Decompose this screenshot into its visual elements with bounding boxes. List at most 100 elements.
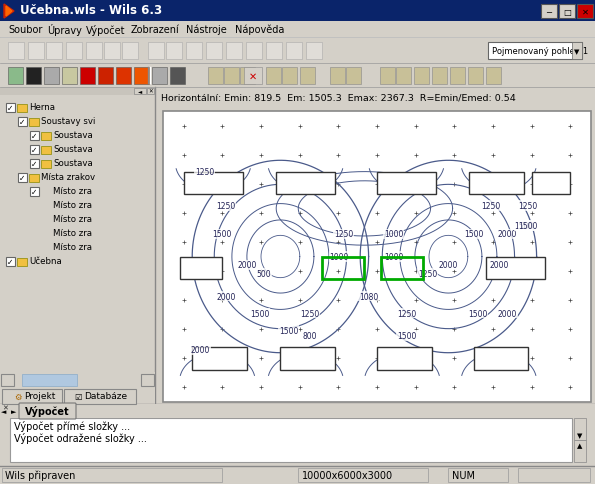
Bar — [147, 89, 154, 95]
Text: ◄: ◄ — [1, 408, 7, 414]
Bar — [0, 388, 155, 404]
Bar — [64, 389, 136, 404]
Text: 10000x6000x3000: 10000x6000x3000 — [302, 470, 393, 480]
Text: 1250: 1250 — [334, 230, 353, 239]
Bar — [29, 175, 39, 182]
Bar — [572, 43, 582, 60]
Bar — [0, 88, 155, 404]
Bar — [346, 68, 361, 85]
Bar — [280, 348, 335, 370]
Bar — [22, 374, 77, 386]
Text: 2000: 2000 — [439, 261, 458, 270]
Bar — [186, 43, 202, 60]
Bar — [574, 440, 586, 462]
Bar — [448, 468, 508, 482]
Bar — [17, 105, 27, 113]
Bar — [98, 68, 113, 85]
Bar — [226, 43, 242, 60]
Text: ✓: ✓ — [31, 187, 37, 196]
Bar — [104, 43, 120, 60]
Bar — [163, 112, 591, 402]
Bar — [208, 68, 223, 85]
Text: Výpočet přímé složky ...: Výpočet přímé složky ... — [14, 421, 130, 432]
Text: 1250: 1250 — [397, 309, 416, 318]
Bar — [26, 68, 41, 85]
Text: 1250: 1250 — [418, 270, 437, 278]
Text: Zobrazení: Zobrazení — [131, 25, 180, 35]
Text: ▼: ▼ — [577, 432, 583, 438]
Bar — [44, 68, 59, 85]
Bar — [180, 257, 221, 280]
Text: 1250: 1250 — [195, 168, 214, 177]
Text: 1500: 1500 — [212, 230, 231, 239]
Bar — [152, 68, 167, 85]
Text: 1500: 1500 — [250, 309, 269, 318]
Bar — [300, 68, 315, 85]
Text: ▼: ▼ — [574, 49, 580, 55]
Text: 2000: 2000 — [497, 230, 517, 239]
Text: ✓: ✓ — [31, 131, 37, 140]
Text: ⚙: ⚙ — [14, 392, 21, 401]
Bar — [30, 188, 39, 197]
Text: Místo zra: Místo zra — [53, 243, 92, 252]
Text: Úpravy: Úpravy — [47, 24, 82, 36]
Text: 1500: 1500 — [279, 326, 299, 335]
Bar — [66, 43, 82, 60]
Bar — [266, 68, 281, 85]
Text: 1250: 1250 — [216, 202, 236, 211]
Text: ✓: ✓ — [7, 257, 13, 266]
Bar — [86, 43, 102, 60]
Text: Herna: Herna — [29, 103, 55, 112]
Bar — [2, 389, 62, 404]
Text: Nástroje: Nástroje — [186, 25, 226, 35]
Text: Místa zrakov: Místa zrakov — [41, 173, 95, 182]
Bar — [432, 68, 447, 85]
Bar — [0, 22, 595, 38]
Text: Databáze: Databáze — [84, 392, 127, 401]
Text: 1000: 1000 — [330, 253, 349, 261]
Bar — [18, 174, 27, 182]
Bar — [469, 172, 524, 195]
Bar — [240, 68, 255, 85]
Bar — [8, 43, 24, 60]
Text: 2000: 2000 — [237, 261, 256, 270]
Bar — [486, 257, 545, 280]
Text: 1500: 1500 — [397, 332, 416, 341]
Text: 1250: 1250 — [300, 309, 320, 318]
Bar — [0, 0, 595, 22]
Text: Soubor: Soubor — [8, 25, 42, 35]
Bar — [541, 5, 557, 19]
Text: □: □ — [563, 7, 571, 16]
Bar — [30, 132, 39, 141]
Text: Místo zra: Místo zra — [53, 187, 92, 196]
Bar — [381, 257, 423, 280]
Bar — [41, 147, 51, 155]
Text: 1000: 1000 — [384, 253, 403, 261]
Bar — [6, 257, 15, 267]
Text: Místo zra: Místo zra — [53, 201, 92, 210]
Bar — [62, 68, 77, 85]
Bar — [170, 68, 185, 85]
Text: ✓: ✓ — [31, 159, 37, 168]
Text: ✓: ✓ — [19, 173, 25, 182]
Bar — [184, 172, 243, 195]
Text: ✓: ✓ — [31, 145, 37, 154]
Bar — [322, 257, 364, 280]
Polygon shape — [4, 5, 14, 19]
Bar — [282, 68, 297, 85]
Text: ▲: ▲ — [577, 442, 583, 448]
Text: 1500: 1500 — [518, 221, 538, 230]
Bar — [474, 348, 528, 370]
Bar — [488, 43, 582, 60]
Bar — [134, 68, 149, 85]
Text: 1250: 1250 — [519, 202, 538, 211]
Polygon shape — [6, 7, 12, 17]
Text: Soustavy svi: Soustavy svi — [41, 117, 95, 126]
Text: Nápověda: Nápověda — [235, 25, 284, 35]
Bar — [8, 68, 23, 85]
Bar — [396, 68, 411, 85]
Bar — [192, 348, 247, 370]
Text: Místo zra: Místo zra — [53, 215, 92, 224]
Text: ✕: ✕ — [581, 7, 588, 16]
Bar — [41, 161, 51, 168]
